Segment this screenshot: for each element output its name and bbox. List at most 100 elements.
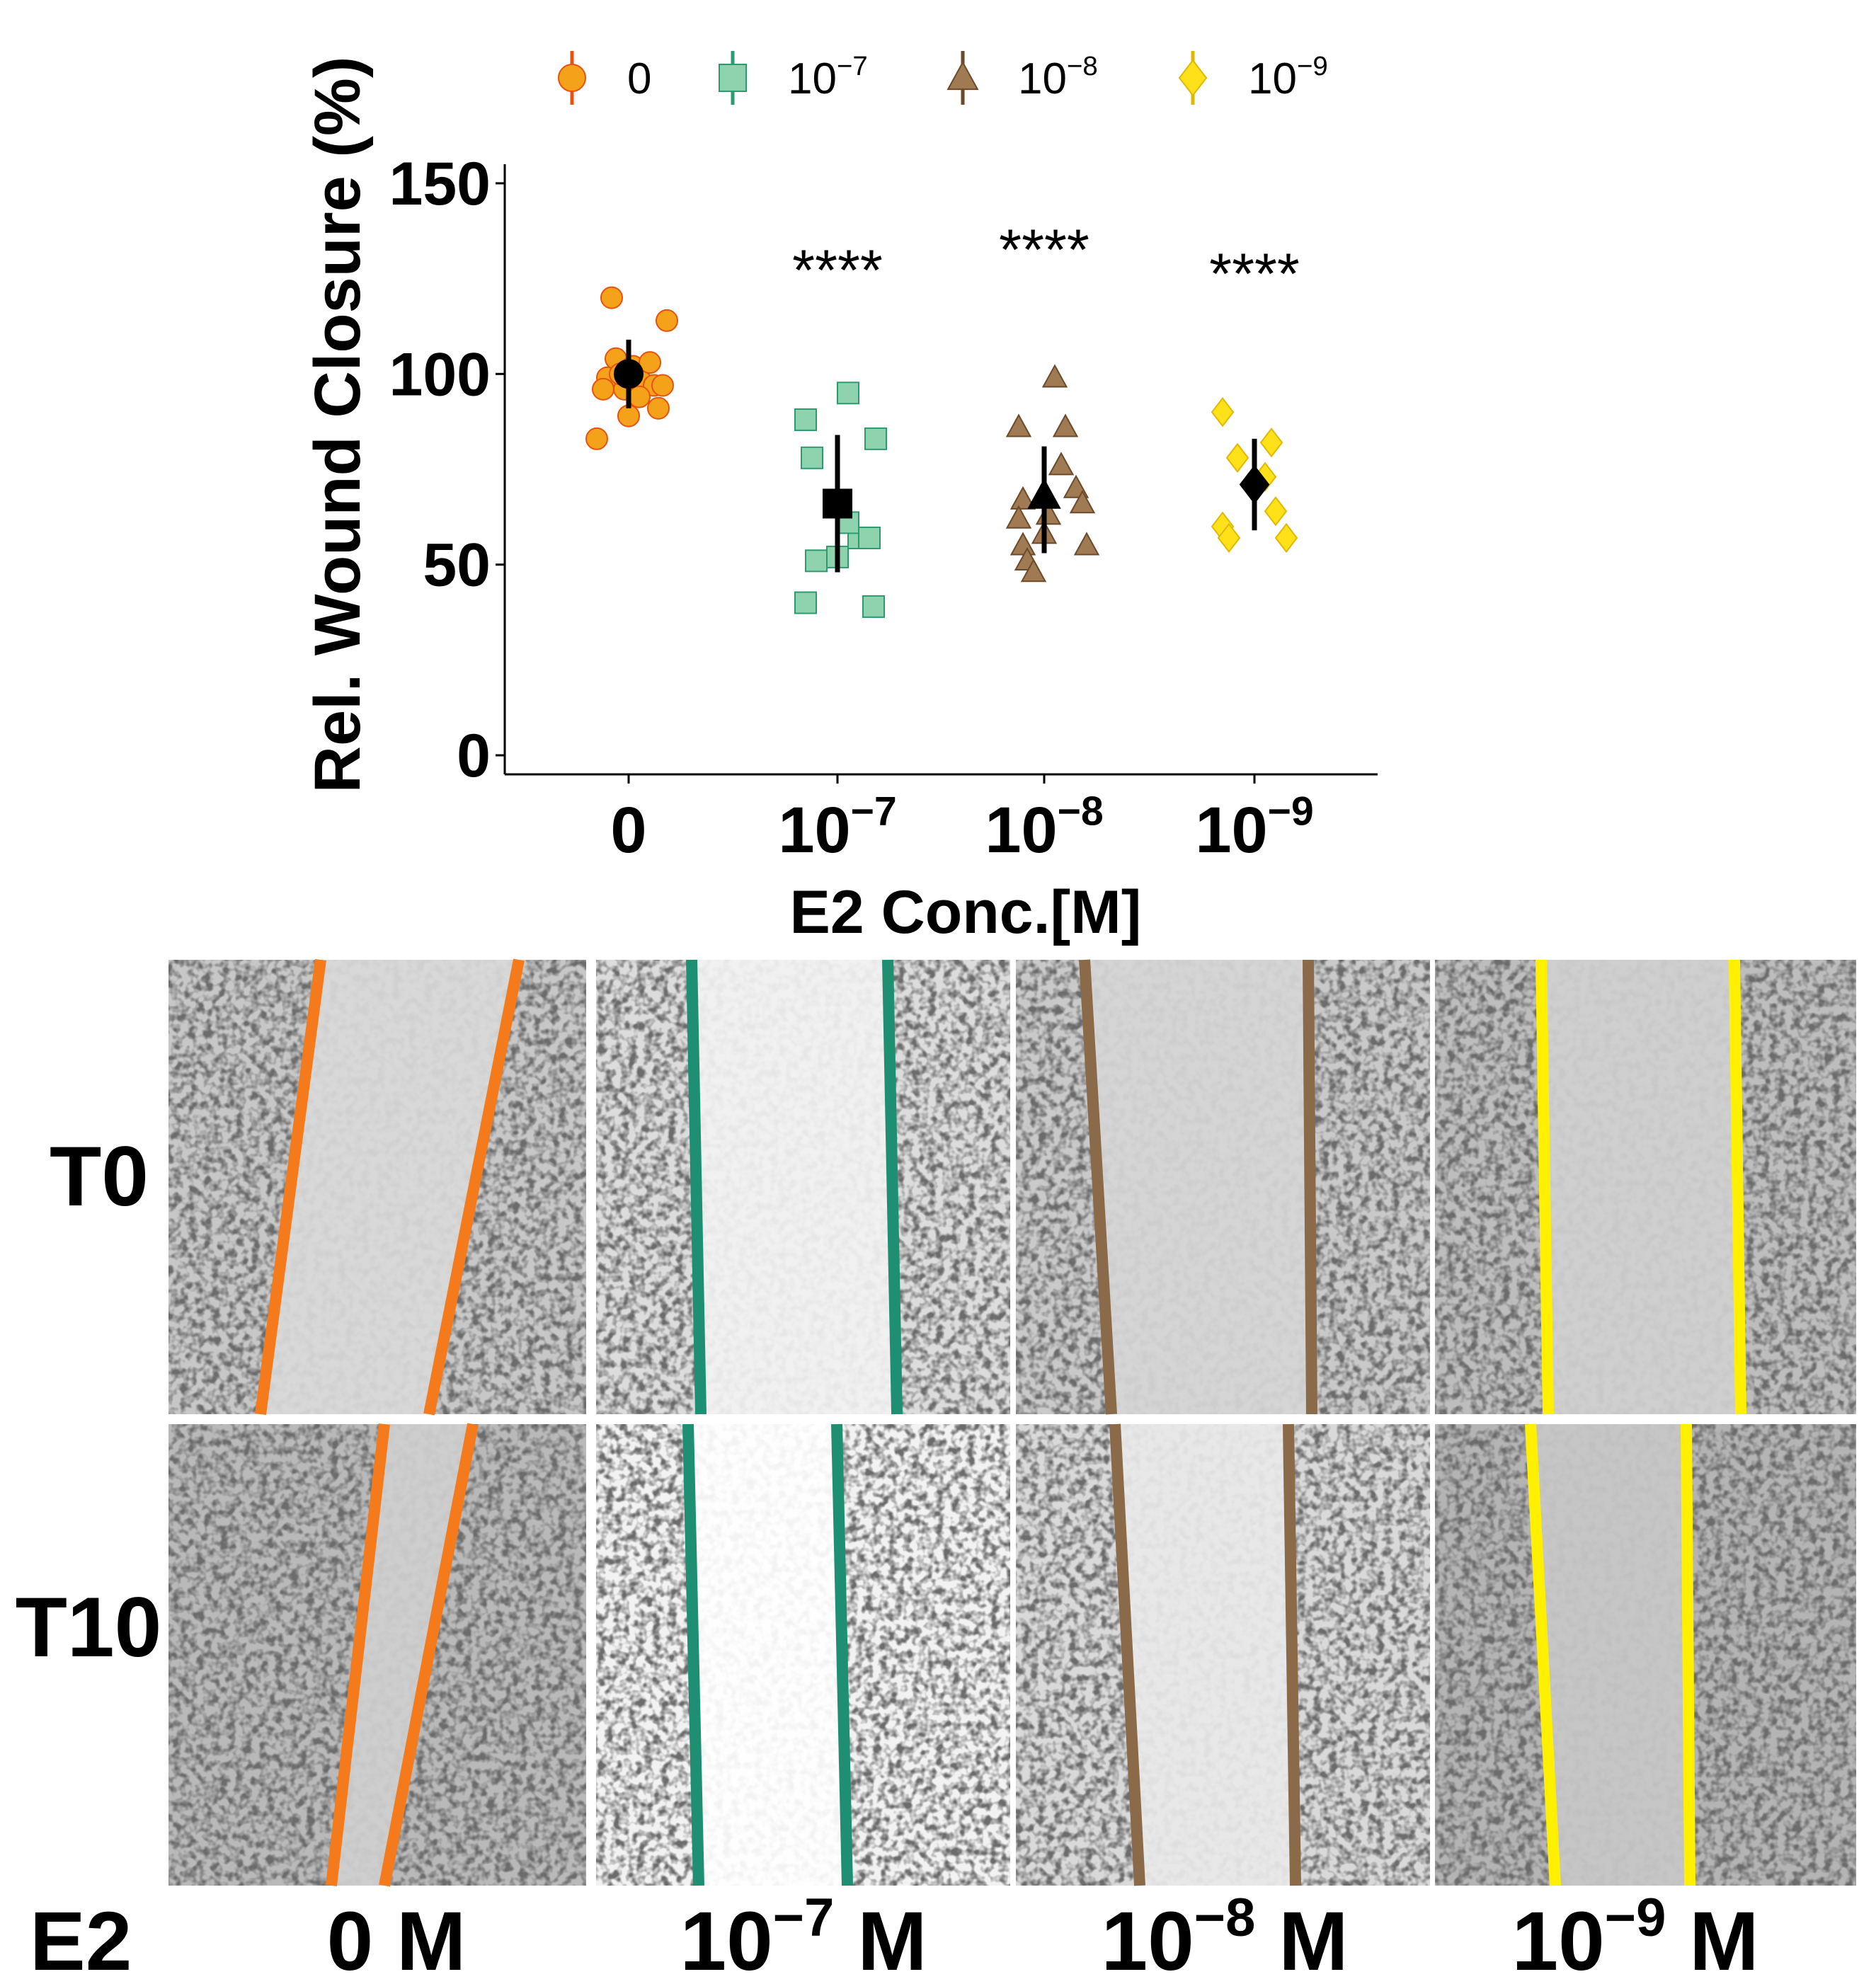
data-point bbox=[600, 286, 623, 309]
row-label: T0 bbox=[50, 1129, 149, 1224]
legend-marker bbox=[1178, 59, 1208, 97]
data-point bbox=[1020, 558, 1047, 583]
data-point bbox=[1069, 490, 1096, 514]
x-tick-label: 10−7 bbox=[778, 789, 896, 866]
data-point bbox=[1225, 442, 1249, 473]
x-axis-ticks: 0 10−7 10−8 10−9 bbox=[610, 774, 1314, 866]
micrograph-panel bbox=[1435, 959, 1856, 1415]
legend-marker bbox=[946, 61, 979, 91]
wound-edge-right bbox=[1303, 959, 1317, 1415]
wound-gap bbox=[261, 960, 519, 1414]
micrograph-panel bbox=[596, 959, 1010, 1415]
y-axis-ticks: 0 50 100 150 bbox=[389, 150, 505, 790]
data-point bbox=[1274, 522, 1298, 554]
data-point bbox=[1005, 413, 1032, 437]
legend-label: 10−9 bbox=[1248, 51, 1328, 103]
data-point bbox=[1010, 532, 1036, 556]
micrograph-panel bbox=[1435, 1423, 1856, 1886]
wound-edge-right bbox=[1729, 959, 1746, 1415]
data-point bbox=[592, 377, 614, 401]
significance-label: **** bbox=[999, 218, 1089, 282]
data-point bbox=[864, 427, 887, 450]
wound-edge-left bbox=[326, 1423, 390, 1886]
data-point bbox=[651, 374, 674, 397]
wound-gap bbox=[1085, 960, 1312, 1414]
data-point bbox=[639, 351, 661, 374]
wound-edge-right bbox=[882, 959, 903, 1415]
y-tick-label: 150 bbox=[389, 150, 491, 218]
wound-gap bbox=[692, 960, 897, 1414]
data-point bbox=[794, 408, 817, 431]
group-means bbox=[614, 339, 1270, 573]
wound-edge-left bbox=[1079, 959, 1117, 1415]
wound-gap bbox=[688, 1424, 847, 1886]
micrograph-panel bbox=[1016, 1423, 1430, 1886]
data-point bbox=[1010, 486, 1036, 510]
micrograph-panel bbox=[168, 1423, 586, 1887]
concentration-label: 10−7 M bbox=[680, 1888, 927, 1984]
data-point bbox=[862, 595, 885, 618]
significance-labels: **** **** **** bbox=[792, 218, 1300, 306]
legend-marker bbox=[719, 64, 747, 92]
data-point bbox=[805, 549, 828, 573]
data-point bbox=[794, 591, 817, 614]
data-points bbox=[585, 286, 1298, 618]
wound-edge-right bbox=[1283, 1423, 1301, 1886]
concentration-label: 0 M bbox=[327, 1895, 467, 1984]
y-tick-label: 0 bbox=[457, 722, 491, 790]
mean-marker bbox=[614, 359, 644, 389]
wound-gap bbox=[1541, 960, 1741, 1414]
data-point bbox=[837, 382, 859, 405]
data-point bbox=[1211, 397, 1235, 428]
wound-edge-left bbox=[1535, 959, 1554, 1415]
mean-marker bbox=[1027, 478, 1061, 509]
row-labels: T0 T10 bbox=[16, 1129, 162, 1675]
wound-gap bbox=[1531, 1424, 1690, 1886]
data-point bbox=[801, 446, 823, 469]
micrograph-panel bbox=[1016, 959, 1430, 1415]
mean-marker bbox=[1239, 464, 1270, 505]
concentration-label: 10−9 M bbox=[1511, 1888, 1758, 1984]
significance-label: **** bbox=[1209, 242, 1300, 306]
data-point bbox=[585, 427, 608, 450]
data-point bbox=[617, 404, 640, 428]
data-point bbox=[1264, 496, 1288, 527]
data-point bbox=[1259, 428, 1283, 458]
x-tick-label: 10−8 bbox=[985, 789, 1103, 866]
wound-edge-left bbox=[1525, 1423, 1561, 1886]
x-tick-label: 10−9 bbox=[1195, 789, 1313, 866]
wound-gap bbox=[331, 1424, 473, 1886]
wound-edge-right bbox=[1681, 1423, 1695, 1886]
wound-gap bbox=[1115, 1424, 1296, 1886]
data-point bbox=[858, 526, 881, 549]
data-point bbox=[1073, 532, 1100, 556]
wound-edge-left bbox=[682, 1423, 704, 1886]
data-point bbox=[656, 309, 678, 332]
data-point bbox=[1217, 522, 1241, 554]
data-point bbox=[1005, 505, 1032, 529]
x-axis-label: E2 Conc.[M] bbox=[790, 878, 1142, 946]
concentration-label: 10−8 M bbox=[1101, 1888, 1348, 1984]
wound-edge-right bbox=[423, 958, 525, 1416]
wound-edge-left bbox=[686, 959, 707, 1415]
wound-edge-left bbox=[1109, 1423, 1145, 1886]
y-tick-label: 50 bbox=[423, 532, 491, 600]
legend-label: 0 bbox=[627, 55, 651, 103]
y-tick-label: 100 bbox=[389, 340, 491, 408]
data-point bbox=[1048, 452, 1075, 476]
micrograph-panel bbox=[168, 958, 586, 1416]
wound-edge-right bbox=[379, 1423, 479, 1887]
data-point bbox=[1041, 364, 1068, 388]
mean-marker bbox=[823, 488, 852, 519]
legend-marker bbox=[558, 64, 586, 92]
significance-label: **** bbox=[792, 239, 883, 303]
legend-label: 10−7 bbox=[788, 51, 868, 103]
micrograph-panel bbox=[596, 1423, 1010, 1886]
legend: 0 10−7 10−8 10−9 bbox=[558, 51, 1328, 105]
row-label: T10 bbox=[16, 1580, 162, 1675]
column-labels: E2 0 M 10−7 M 10−8 M 10−9 M bbox=[30, 1888, 1759, 1984]
wound-edge-left bbox=[255, 958, 326, 1416]
microscopy-panels bbox=[168, 958, 1856, 1887]
bottom-prefix-label: E2 bbox=[30, 1895, 132, 1984]
